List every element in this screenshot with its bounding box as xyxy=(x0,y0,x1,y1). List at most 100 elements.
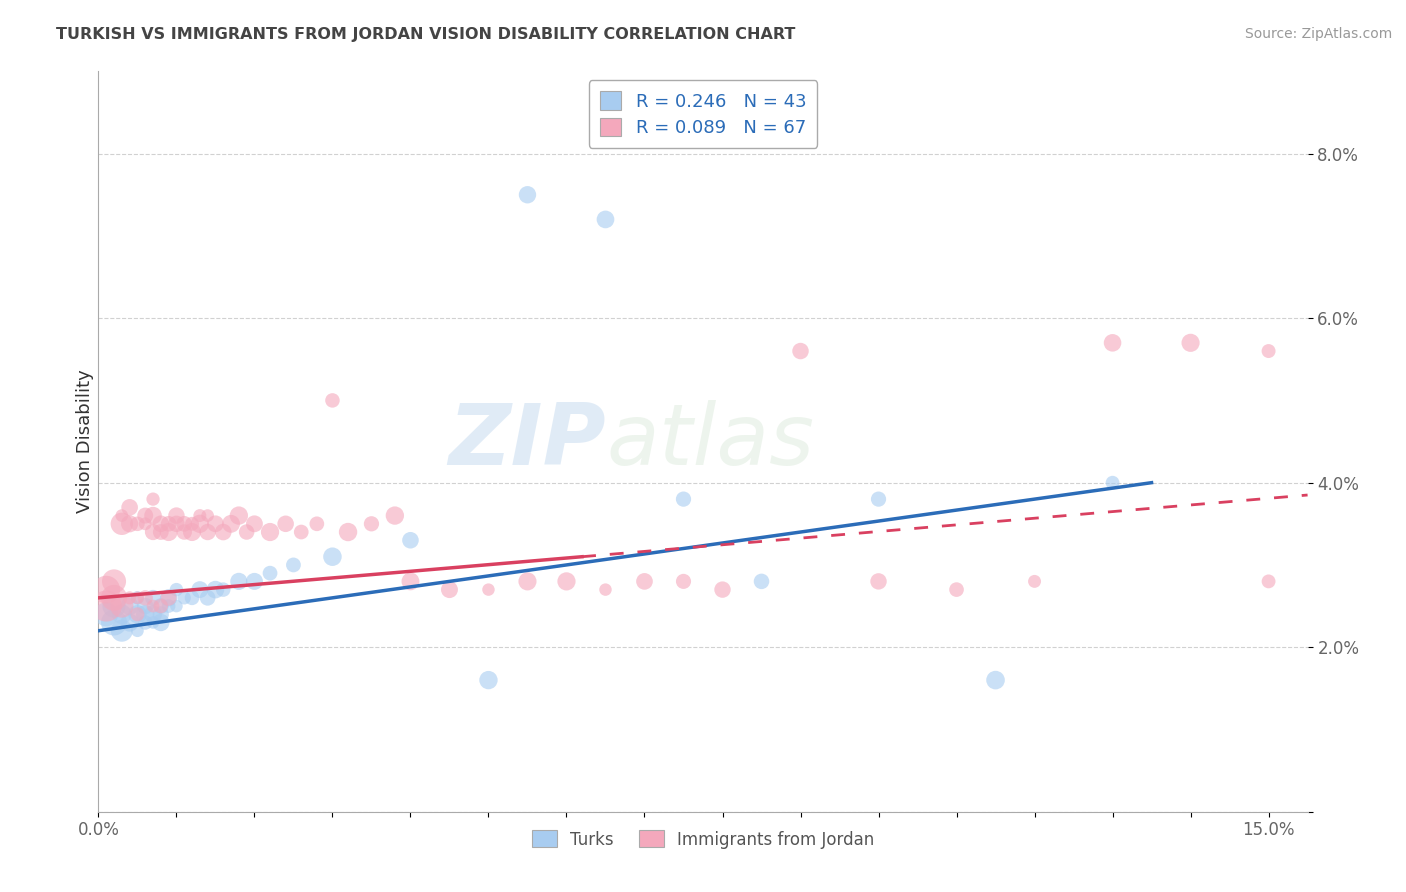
Point xyxy=(134,615,156,630)
Point xyxy=(103,591,125,605)
Text: TURKISH VS IMMIGRANTS FROM JORDAN VISION DISABILITY CORRELATION CHART: TURKISH VS IMMIGRANTS FROM JORDAN VISION… xyxy=(56,27,796,42)
Point xyxy=(142,591,165,605)
Point xyxy=(134,607,156,622)
Text: Source: ZipAtlas.com: Source: ZipAtlas.com xyxy=(1244,27,1392,41)
Point xyxy=(103,599,125,613)
Point xyxy=(212,524,235,539)
Point xyxy=(142,607,165,622)
Point xyxy=(149,524,172,539)
Point xyxy=(274,516,297,531)
Point xyxy=(127,607,149,622)
Point xyxy=(173,591,195,605)
Point xyxy=(399,574,422,589)
Point xyxy=(165,599,187,613)
Point xyxy=(142,599,165,613)
Point xyxy=(149,516,172,531)
Point xyxy=(165,508,187,523)
Point xyxy=(477,582,499,597)
Point xyxy=(134,516,156,531)
Point xyxy=(149,615,172,630)
Point xyxy=(142,492,165,507)
Point xyxy=(188,582,211,597)
Point xyxy=(127,591,149,605)
Point xyxy=(118,615,141,630)
Point xyxy=(283,558,305,572)
Point xyxy=(439,582,461,597)
Point xyxy=(134,508,156,523)
Point xyxy=(111,624,134,638)
Point xyxy=(157,591,180,605)
Point xyxy=(197,508,219,523)
Point xyxy=(516,187,538,202)
Point xyxy=(111,516,134,531)
Point xyxy=(984,673,1007,687)
Point xyxy=(149,599,172,613)
Point xyxy=(633,574,655,589)
Point xyxy=(243,574,266,589)
Point xyxy=(243,516,266,531)
Point xyxy=(204,582,226,597)
Point xyxy=(384,508,406,523)
Point xyxy=(111,599,134,613)
Point xyxy=(157,524,180,539)
Point xyxy=(555,574,578,589)
Point xyxy=(127,607,149,622)
Point xyxy=(118,500,141,515)
Point xyxy=(111,508,134,523)
Point xyxy=(149,599,172,613)
Point xyxy=(219,516,242,531)
Point xyxy=(868,492,890,507)
Point xyxy=(188,508,211,523)
Point xyxy=(103,574,125,589)
Text: atlas: atlas xyxy=(606,400,814,483)
Point xyxy=(111,607,134,622)
Point xyxy=(149,607,172,622)
Point xyxy=(290,524,312,539)
Point xyxy=(127,591,149,605)
Point xyxy=(142,524,165,539)
Point xyxy=(134,599,156,613)
Point xyxy=(142,508,165,523)
Point xyxy=(399,533,422,548)
Point xyxy=(228,508,250,523)
Point xyxy=(212,582,235,597)
Point xyxy=(321,549,343,564)
Point xyxy=(103,615,125,630)
Point xyxy=(945,582,967,597)
Point xyxy=(235,524,257,539)
Point xyxy=(181,516,204,531)
Point xyxy=(259,524,281,539)
Point xyxy=(173,516,195,531)
Point xyxy=(165,582,187,597)
Point xyxy=(181,591,204,605)
Point xyxy=(228,574,250,589)
Point xyxy=(204,516,226,531)
Point xyxy=(868,574,890,589)
Point xyxy=(1180,335,1202,350)
Point xyxy=(1101,335,1123,350)
Point xyxy=(157,591,180,605)
Point xyxy=(142,615,165,630)
Point xyxy=(751,574,773,589)
Point xyxy=(127,624,149,638)
Legend: Turks, Immigrants from Jordan: Turks, Immigrants from Jordan xyxy=(524,823,882,855)
Point xyxy=(477,673,499,687)
Point xyxy=(259,566,281,581)
Point xyxy=(321,393,343,408)
Point xyxy=(118,591,141,605)
Text: ZIP: ZIP xyxy=(449,400,606,483)
Point xyxy=(789,344,811,359)
Point xyxy=(672,492,695,507)
Point xyxy=(96,607,118,622)
Point xyxy=(1257,574,1279,589)
Point xyxy=(118,516,141,531)
Point xyxy=(127,516,149,531)
Point xyxy=(173,524,195,539)
Point xyxy=(337,524,360,539)
Point xyxy=(181,524,204,539)
Point xyxy=(157,516,180,531)
Point xyxy=(360,516,382,531)
Point xyxy=(1101,475,1123,490)
Point xyxy=(197,524,219,539)
Point xyxy=(134,591,156,605)
